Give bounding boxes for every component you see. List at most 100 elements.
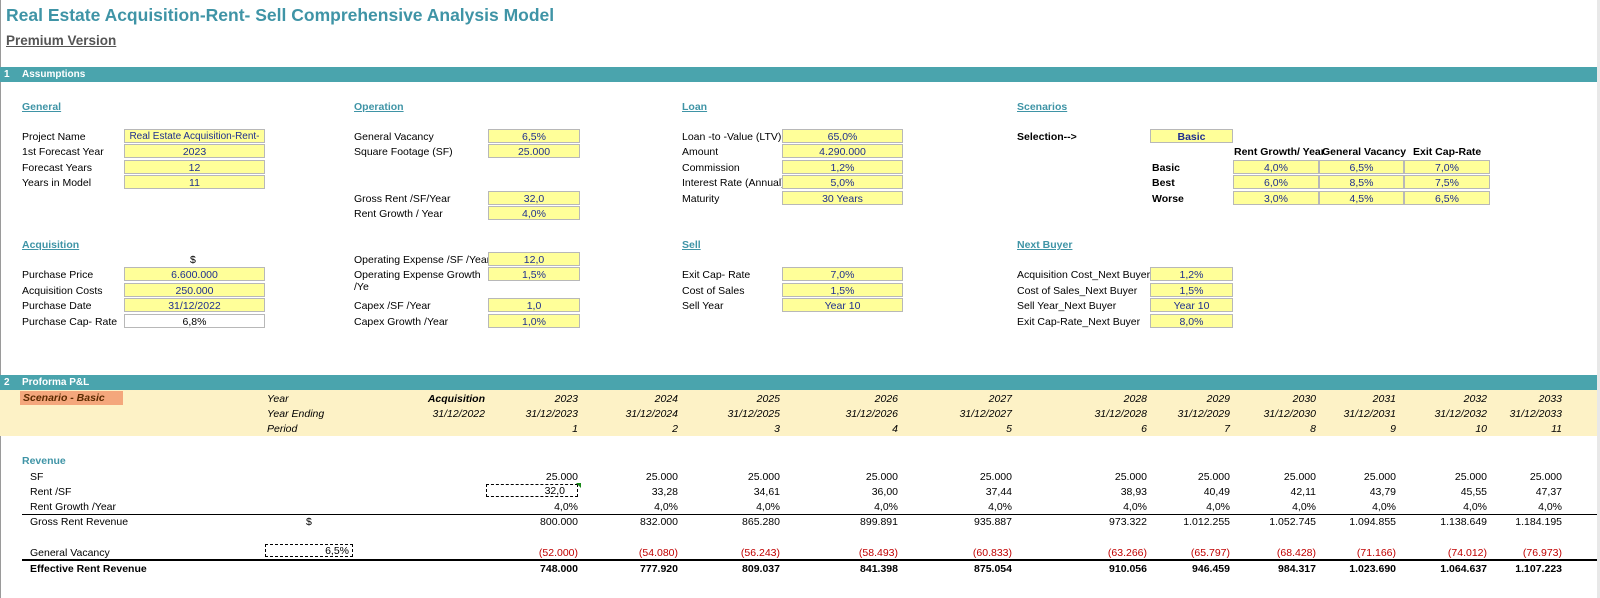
rent-growth-value-5: 4,0% [1123, 501, 1147, 513]
rent-growth-value-6: 4,0% [1206, 501, 1230, 513]
scenario-best-rent-growth[interactable]: 6,0% [1233, 175, 1319, 189]
effective-rent-revenue-label: Effective Rent Revenue [30, 563, 147, 575]
scenario-basic-rent-growth[interactable]: 4,0% [1233, 160, 1319, 174]
gross-rent-value-2: 865.280 [742, 516, 780, 528]
rent-growth-value-0: 4,0% [554, 501, 578, 513]
opex-input[interactable]: 12,0 [488, 252, 580, 266]
page-title: Real Estate Acquisition-Rent- Sell Compr… [6, 5, 555, 25]
year-header-3: 2026 [874, 393, 898, 405]
right-gridline [1597, 0, 1600, 598]
purchase-price-input[interactable]: 6.600.000 [124, 267, 265, 281]
rent-growth-input[interactable]: 4,0% [488, 206, 580, 220]
capex-input[interactable]: 1,0 [488, 298, 580, 312]
vacancy-value-8: (71.166) [1356, 547, 1396, 559]
rent-sf-input-cell[interactable]: 32,0 [486, 484, 578, 497]
rent-growth-value-2: 4,0% [756, 501, 780, 513]
vacancy-input-cell[interactable]: 6,5% [265, 544, 353, 557]
capex-label: Capex /SF /Year [354, 300, 431, 312]
purchase-date-input[interactable]: 31/12/2022 [124, 298, 265, 312]
nb-exit-cap-input[interactable]: 8,0% [1150, 314, 1233, 328]
gross-rent-input[interactable]: 32,0 [488, 191, 580, 205]
scenario-selection-dropdown[interactable]: Basic [1150, 129, 1233, 143]
rent-growth-value-1: 4,0% [654, 501, 678, 513]
gross-rent-value-7: 1.052.745 [1269, 516, 1316, 528]
sell-heading: Sell [682, 239, 701, 251]
sf-value-8: 25.000 [1363, 471, 1396, 483]
rent-sf-value-5: 38,93 [1120, 486, 1147, 498]
sell-year-input[interactable]: Year 10 [782, 298, 903, 312]
commission-input[interactable]: 1,2% [782, 160, 903, 174]
project-name-input[interactable]: Real Estate Acquisition-Rent- Sell [124, 129, 265, 156]
nb-acq-cost-label: Acquisition Cost_Next Buyer [1017, 269, 1151, 281]
scenario-basic-exit-cap[interactable]: 7,0% [1404, 160, 1490, 174]
year-ending-7: 31/12/2030 [1263, 408, 1316, 420]
acquisition-costs-input[interactable]: 250.000 [124, 283, 265, 297]
scenario-col-vacancy: General Vacancy [1322, 146, 1407, 158]
rent-growth-value-8: 4,0% [1372, 501, 1396, 513]
scenario-basic-vacancy[interactable]: 6,5% [1319, 160, 1404, 174]
years-in-model-input[interactable]: 11 [124, 175, 265, 189]
scenario-row-worse-label: Worse [1152, 193, 1184, 205]
effective-rent-value-6: 946.459 [1192, 563, 1230, 575]
year-ending-8: 31/12/2031 [1343, 408, 1396, 420]
acquisition-costs-label: Acquisition Costs [22, 285, 103, 297]
effective-rent-value-1: 777.920 [640, 563, 678, 575]
year-ending-2: 31/12/2025 [727, 408, 780, 420]
section-number: 1 [4, 69, 10, 80]
general-vacancy-label: General Vacancy [354, 131, 434, 143]
scenario-best-vacancy[interactable]: 8,5% [1319, 175, 1404, 189]
nb-exit-cap-label: Exit Cap-Rate_Next Buyer [1017, 316, 1141, 328]
nb-acq-cost-input[interactable]: 1,2% [1150, 267, 1233, 281]
acquisition-col-date: 31/12/2022 [432, 408, 485, 420]
first-forecast-year-input[interactable]: 2023 [124, 144, 265, 158]
ltv-input[interactable]: 65,0% [782, 129, 903, 143]
loan-amount-value[interactable]: 4.290.000 [782, 144, 903, 158]
period-4: 5 [1006, 423, 1012, 435]
scenario-col-rent-growth: Rent Growth/ Year [1234, 146, 1325, 158]
project-name-label: Project Name [22, 131, 86, 143]
nb-sell-year-input[interactable]: Year 10 [1150, 298, 1233, 312]
maturity-input[interactable]: 30 Years [782, 191, 903, 205]
opex-growth-input[interactable]: 1,5% [488, 267, 580, 281]
cost-of-sales-input[interactable]: 1,5% [782, 283, 903, 297]
year-header-2: 2025 [756, 393, 780, 405]
year-ending-10: 31/12/2033 [1509, 408, 1562, 420]
interest-rate-input[interactable]: 5,0% [782, 175, 903, 189]
revenue-heading: Revenue [22, 455, 66, 467]
square-footage-input[interactable]: 25.000 [488, 144, 580, 158]
square-footage-label: Square Footage (SF) [354, 146, 453, 158]
sf-value-5: 25.000 [1114, 471, 1147, 483]
year-header-4: 2027 [988, 393, 1012, 405]
rent-growth-year-label: Rent Growth /Year [30, 501, 116, 513]
rent-sf-value-9: 45,55 [1460, 486, 1487, 498]
rent-sf-value-4: 37,44 [985, 486, 1012, 498]
scenario-worse-rent-growth[interactable]: 3,0% [1233, 191, 1319, 205]
effective-rent-divider [22, 559, 1597, 561]
vacancy-value-7: (68.428) [1276, 547, 1316, 559]
scenario-col-exit-cap: Exit Cap-Rate [1413, 146, 1482, 158]
sell-year-label: Sell Year [682, 300, 724, 312]
loan-heading: Loan [682, 101, 708, 113]
general-vacancy-input[interactable]: 6,5% [488, 129, 580, 143]
scenario-best-exit-cap[interactable]: 7,5% [1404, 175, 1490, 189]
rent-sf-label: Rent /SF [30, 486, 72, 498]
capex-growth-input[interactable]: 1,0% [488, 314, 580, 328]
year-header-6: 2029 [1206, 393, 1230, 405]
years-in-model-label: Years in Model [22, 177, 92, 189]
vacancy-value-0: (52.000) [538, 547, 578, 559]
row-label-year: Year [267, 393, 289, 405]
commission-label: Commission [682, 162, 740, 174]
exit-cap-rate-input[interactable]: 7,0% [782, 267, 903, 281]
rent-sf-value-1: 33,28 [651, 486, 678, 498]
sf-value-2: 25.000 [747, 471, 780, 483]
forecast-years-input[interactable]: 12 [124, 160, 265, 174]
year-header-9: 2032 [1463, 393, 1487, 405]
acquisition-heading: Acquisition [22, 239, 80, 251]
vacancy-value-1: (54.080) [638, 547, 678, 559]
period-6: 7 [1224, 423, 1230, 435]
section-band-proforma: 2 Proforma P&L [0, 375, 1597, 390]
nb-cost-of-sales-input[interactable]: 1,5% [1150, 283, 1233, 297]
scenario-worse-vacancy[interactable]: 4,5% [1319, 191, 1404, 205]
scenario-worse-exit-cap[interactable]: 6,5% [1404, 191, 1490, 205]
gross-rent-value-0: 800.000 [540, 516, 578, 528]
